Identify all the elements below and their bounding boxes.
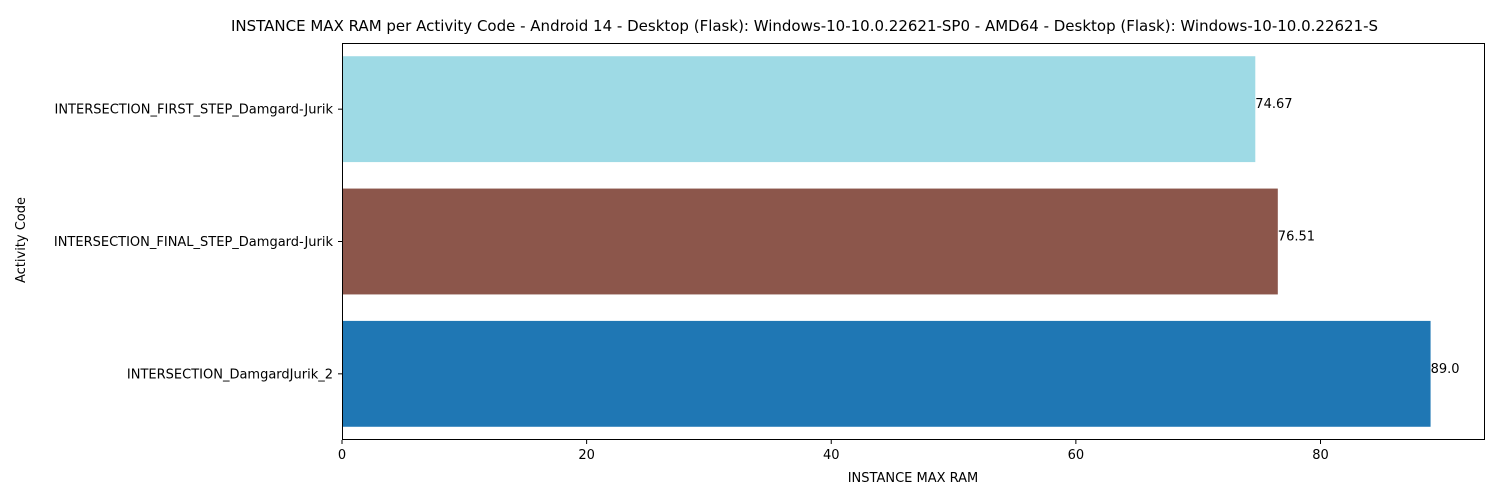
bar: [342, 188, 1278, 295]
data-label: 89.0: [1431, 362, 1460, 377]
x-tick-label: 60: [1068, 448, 1085, 463]
chart-title: INSTANCE MAX RAM per Activity Code - And…: [231, 17, 1378, 35]
y-tick-label: INTERSECTION_DamgardJurik_2: [127, 367, 333, 382]
bar: [342, 320, 1431, 427]
x-tick-label: 40: [823, 448, 840, 463]
x-tick-label: 20: [578, 448, 595, 463]
data-label: 74.67: [1255, 97, 1292, 112]
data-label: 76.51: [1278, 230, 1315, 245]
plot-area: 74.67 INTERSECTION_FIRST_STEP_Damgard-Jur…: [54, 43, 1485, 463]
y-axis-label: Activity Code: [14, 197, 29, 283]
y-tick-label: INTERSECTION_FINAL_STEP_Damgard-Jurik: [54, 235, 334, 250]
x-tick-label: 80: [1312, 448, 1329, 463]
bar: [342, 56, 1256, 163]
y-tick-label: INTERSECTION_FIRST_STEP_Damgard-Jurik: [54, 103, 333, 118]
x-tick-label: 0: [338, 448, 346, 463]
axes-frame: [342, 43, 1485, 440]
x-axis-label: INSTANCE MAX RAM: [848, 471, 979, 486]
